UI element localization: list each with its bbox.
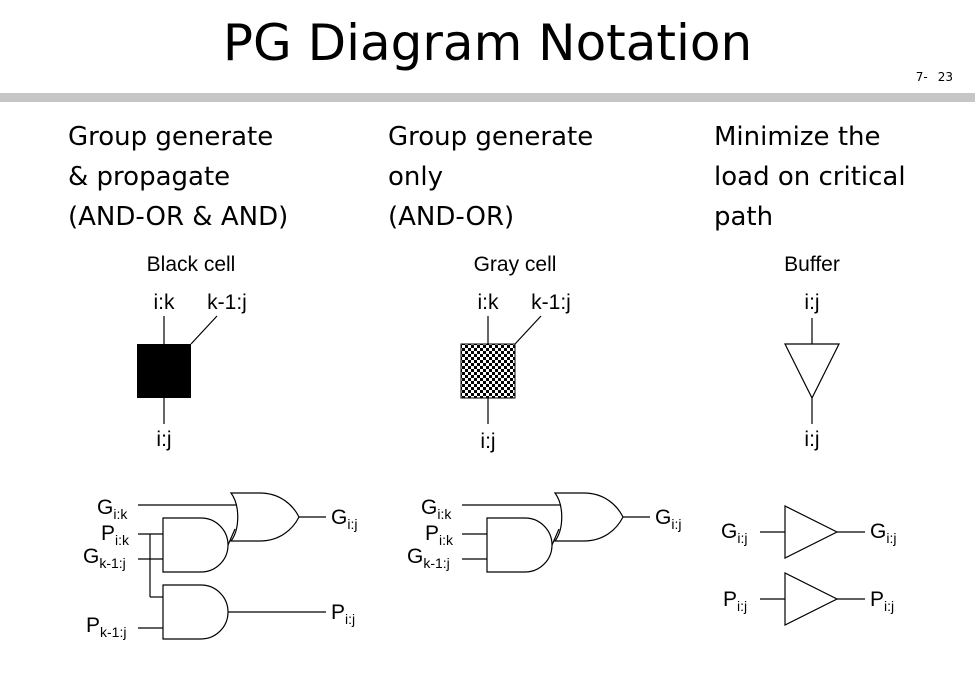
- gray-cell-wire-in-right: [514, 315, 542, 345]
- buffer-label: Buffer: [784, 253, 840, 276]
- wire-and-to-or: [551, 528, 560, 546]
- black-cell-input-left: i:k: [154, 291, 176, 314]
- or-gate: [229, 492, 300, 542]
- heading-line: (AND-OR): [388, 202, 515, 232]
- signal-p-ik: Pi:k: [425, 522, 454, 548]
- heading-line: & propagate: [68, 162, 231, 192]
- title-divider: [0, 93, 975, 102]
- page-number: 7- 23: [906, 70, 953, 84]
- black-cell-wire-in-right: [190, 315, 218, 345]
- signal-p-out: Pi:j: [870, 588, 894, 614]
- signal-g-k1j: Gk-1:j: [83, 545, 126, 571]
- heading-gray-cell: Group generate only (AND-OR): [388, 117, 593, 237]
- black-cell-symbol: Black cell i:k k-1:j i:j: [137, 253, 247, 451]
- signal-p-out: Pi:j: [331, 601, 355, 627]
- heading-line: Group generate: [68, 122, 274, 152]
- and-gate-g: [486, 517, 553, 573]
- slide-title: PG Diagram Notation: [222, 14, 753, 72]
- black-cell-input-right: k-1:j: [207, 291, 247, 314]
- signal-p-in: Pi:j: [723, 588, 747, 614]
- gray-cell-circuit: [462, 492, 650, 573]
- signal-g-k1j: Gk-1:j: [407, 545, 450, 571]
- black-cell-label: Black cell: [147, 253, 236, 276]
- gray-cell-input-right: k-1:j: [531, 291, 571, 314]
- and-gate-g: [162, 517, 229, 573]
- gray-cell-output: i:j: [480, 430, 495, 453]
- chapter-number: 7-: [915, 70, 928, 84]
- signal-g-out: Gi:j: [870, 520, 896, 546]
- black-cell-circuit-labels: Gi:k Pi:k Gk-1:j Pk-1:j Gi:j Pi:j: [83, 496, 357, 640]
- heading-line: load on critical: [714, 162, 906, 192]
- and-gate-p: [162, 584, 229, 640]
- buffer-p: [784, 572, 839, 626]
- signal-g-in: Gi:j: [721, 520, 747, 546]
- signal-p-k1j: Pk-1:j: [86, 614, 126, 640]
- signal-g-ik: Gi:k: [421, 496, 452, 522]
- gray-cell-label: Gray cell: [474, 253, 557, 276]
- gray-cell-input-left: i:k: [478, 291, 500, 314]
- buffer-circuit: [760, 505, 865, 626]
- signal-g-ik: Gi:k: [97, 496, 128, 522]
- black-cell-circuit: [138, 492, 326, 640]
- heading-line: only: [388, 162, 443, 192]
- buffer-triangle: [784, 343, 840, 400]
- wire-and-to-or: [227, 528, 236, 546]
- gray-cell-circuit-labels: Gi:k Pi:k Gk-1:j Gi:j: [407, 496, 681, 571]
- page-number-value: 23: [937, 70, 953, 84]
- black-cell-output: i:j: [156, 428, 171, 451]
- signal-g-out: Gi:j: [655, 506, 681, 532]
- gray-cell-symbol: Gray cell i:k k-1:j i:j: [460, 253, 571, 453]
- buffer-output: i:j: [804, 428, 819, 451]
- or-gate: [553, 492, 624, 542]
- heading-black-cell: Group generate & propagate (AND-OR & AND…: [68, 117, 288, 237]
- heading-line: Group generate: [388, 122, 594, 152]
- signal-g-out: Gi:j: [331, 506, 357, 532]
- buffer-symbol: Buffer i:j i:j: [784, 253, 840, 451]
- buffer-input: i:j: [804, 291, 819, 314]
- black-cell-square: [137, 344, 191, 398]
- heading-line: (AND-OR & AND): [68, 202, 289, 232]
- heading-line: path: [714, 202, 774, 232]
- heading-buffer: Minimize the load on critical path: [714, 117, 906, 237]
- gray-cell-square: [460, 343, 516, 399]
- buffer-g: [784, 505, 839, 559]
- signal-p-ik: Pi:k: [101, 522, 130, 548]
- heading-line: Minimize the: [714, 122, 881, 152]
- buffer-circuit-labels: Gi:j Gi:j Pi:j Pi:j: [721, 520, 896, 614]
